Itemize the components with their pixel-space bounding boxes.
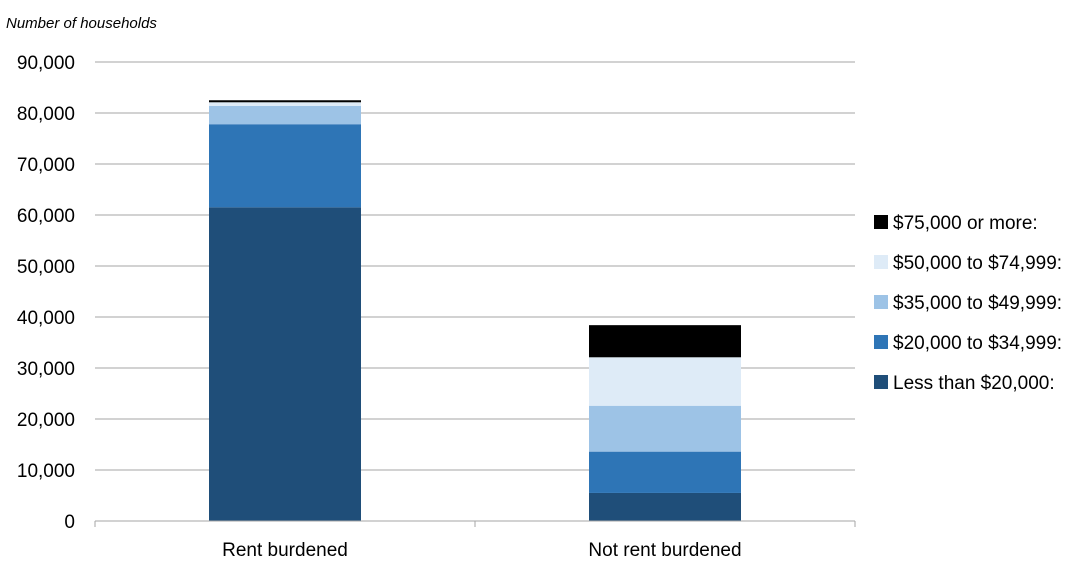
legend-label: $35,000 to $49,999: [893, 293, 1062, 314]
y-axis-tick-labels: 0 10,000 20,000 30,000 40,000 50,000 60,000 70,… [17, 53, 75, 533]
y-tick-label: 20,000 [17, 410, 75, 431]
bar-segment [209, 124, 361, 208]
y-tick-label: 70,000 [17, 155, 75, 176]
y-tick-label: 60,000 [17, 206, 75, 227]
y-tick-label: 10,000 [17, 461, 75, 482]
y-tick-label: 50,000 [17, 257, 75, 278]
bar-segment [589, 325, 741, 358]
legend-swatch [874, 335, 888, 349]
legend-swatch [874, 215, 888, 229]
bars [209, 100, 741, 521]
legend-swatch [874, 375, 888, 389]
x-axis: Rent burdened Not rent burdened [94, 520, 856, 561]
y-tick-label: 80,000 [17, 104, 75, 125]
legend-label: $75,000 or more: [893, 213, 1038, 234]
bar-segment [589, 357, 741, 406]
legend-label: Less than $20,000: [893, 373, 1055, 394]
bar-segment [589, 451, 741, 493]
bar-segment [209, 207, 361, 521]
y-tick-label: 0 [64, 512, 75, 533]
bar-segment [589, 405, 741, 452]
bar-segment [209, 100, 361, 103]
x-category-label: Not rent burdened [588, 540, 741, 561]
bar-segment [589, 492, 741, 521]
y-axis-title: Number of households [6, 15, 157, 32]
y-tick-label: 90,000 [17, 53, 75, 74]
bar-segment [209, 102, 361, 106]
legend-label: $50,000 to $74,999: [893, 253, 1062, 274]
y-tick-label: 40,000 [17, 308, 75, 329]
legend-swatch [874, 255, 888, 269]
x-category-label: Rent burdened [222, 540, 348, 561]
bar-segment [209, 105, 361, 125]
legend: $75,000 or more: $50,000 to $74,999: $35,0… [874, 213, 1062, 394]
legend-swatch [874, 295, 888, 309]
y-tick-label: 30,000 [17, 359, 75, 380]
legend-label: $20,000 to $34,999: [893, 333, 1062, 354]
